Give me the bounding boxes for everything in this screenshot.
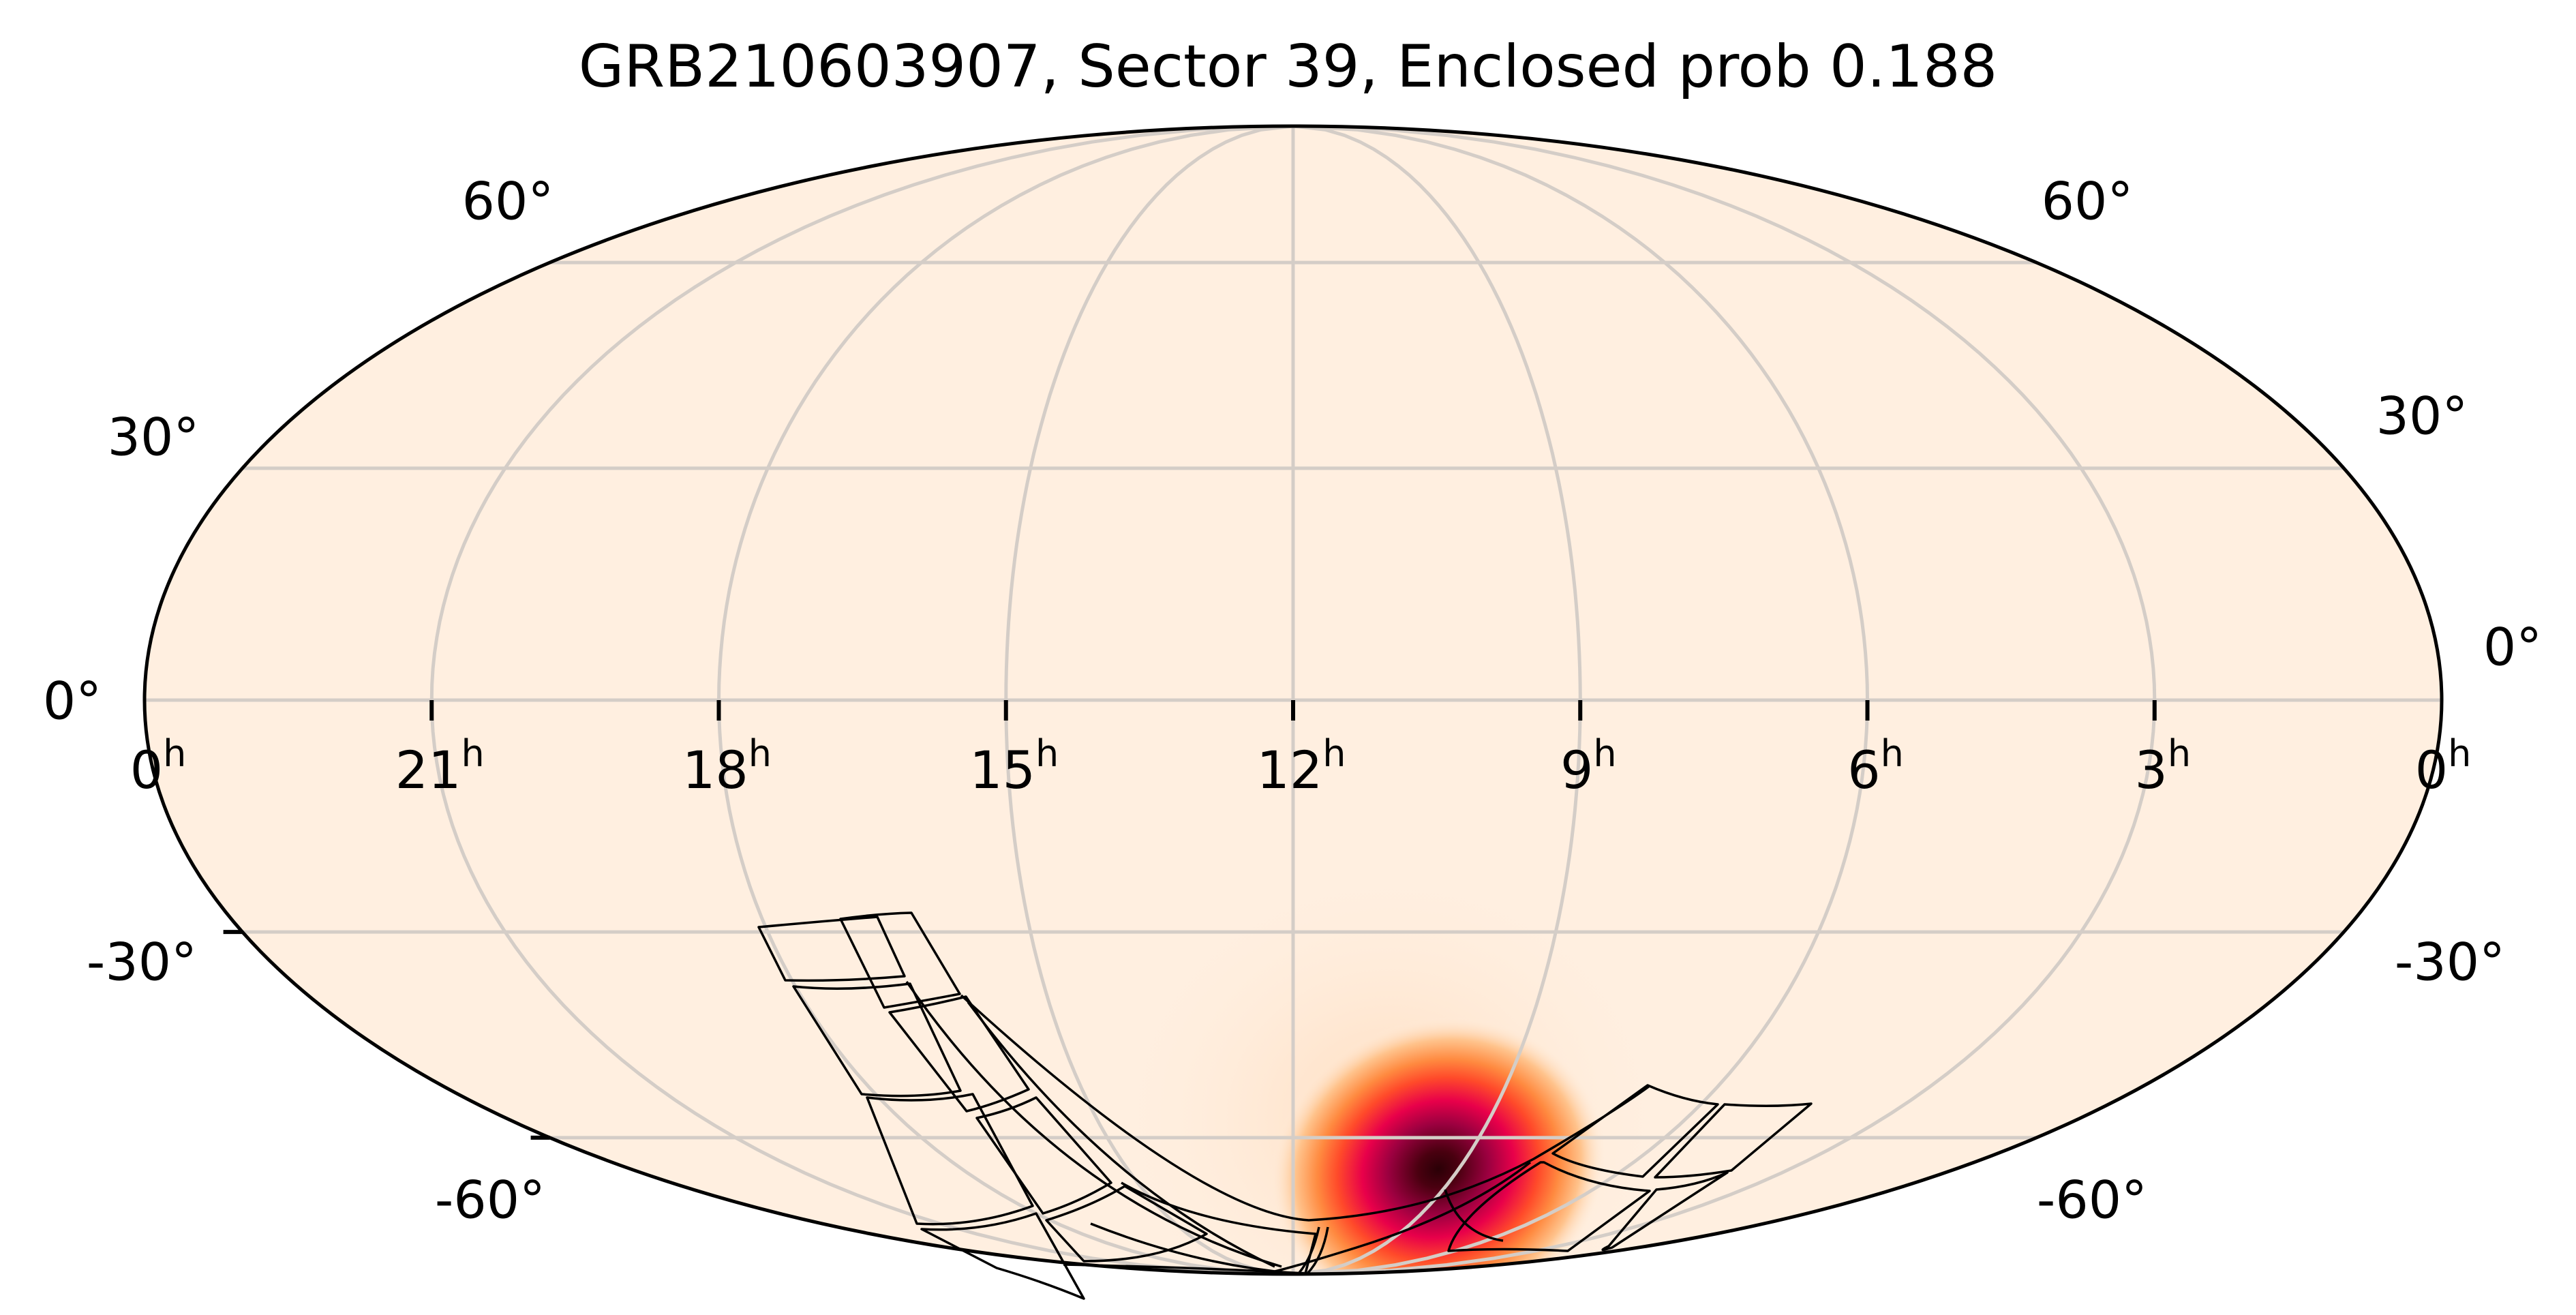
ccd-outline xyxy=(866,1093,1034,1226)
ra-tick-label: 9h xyxy=(1560,731,1617,801)
camera-boundary xyxy=(1444,1189,1504,1242)
ra-tick-label: 21h xyxy=(395,731,485,801)
ccd-outline xyxy=(1601,1171,1729,1252)
ra-tick-label: 0h xyxy=(2414,731,2472,801)
dec-tick-label-right: 30° xyxy=(2376,385,2468,447)
ccd-outline xyxy=(1551,1084,1719,1178)
dec-tick-label-left: -30° xyxy=(86,931,198,993)
camera-boundary xyxy=(1274,1161,1532,1273)
dec-tick-label-right: -30° xyxy=(2394,931,2506,993)
dec-tick-label-right: -60° xyxy=(2036,1169,2148,1230)
ccd-outline xyxy=(839,911,961,1009)
dec-tick-label-right: 0° xyxy=(2483,616,2543,678)
camera-boundary xyxy=(1297,1226,1320,1275)
camera-boundary xyxy=(967,1001,1275,1268)
dec-tick-label-left: 60° xyxy=(461,170,554,232)
ccd-outline xyxy=(1447,1161,1651,1252)
sky-boundary xyxy=(142,124,2444,1276)
ra-tick-label: 6h xyxy=(1847,731,1904,801)
ra-tick-label: 12h xyxy=(1256,731,1346,801)
ra-tick-label: 0h xyxy=(130,731,187,801)
dec-tick-label-left: -60° xyxy=(434,1169,546,1230)
dec-tick-label-left: 0° xyxy=(42,670,102,731)
ra-tick-label: 15h xyxy=(969,731,1059,801)
camera-boundary xyxy=(1306,1226,1329,1275)
ccd-outline xyxy=(888,995,1030,1113)
ra-tick-label: 18h xyxy=(682,731,772,801)
dec-tick-label-right: 60° xyxy=(2041,170,2134,232)
camera-boundary xyxy=(905,981,1282,1268)
axis-ticks xyxy=(223,700,2157,1140)
probability-heatmap xyxy=(1104,859,1677,1274)
ccd-outline xyxy=(757,916,906,982)
chart-title: GRB210603907, Sector 39, Enclosed prob 0… xyxy=(578,33,1998,101)
ccd-outline xyxy=(1654,1102,1813,1179)
ccd-outline xyxy=(1045,1185,1208,1263)
ccd-outline xyxy=(1090,1222,1296,1275)
dec-tick-label-left: 30° xyxy=(107,406,200,468)
ccd-outline xyxy=(920,1212,1085,1300)
ccd-outline xyxy=(975,1096,1112,1215)
camera-boundary xyxy=(960,994,1651,1222)
ccd-outline xyxy=(792,982,962,1098)
ra-tick-label: 3h xyxy=(2134,731,2192,801)
tess-sector-footprint xyxy=(757,911,1813,1300)
